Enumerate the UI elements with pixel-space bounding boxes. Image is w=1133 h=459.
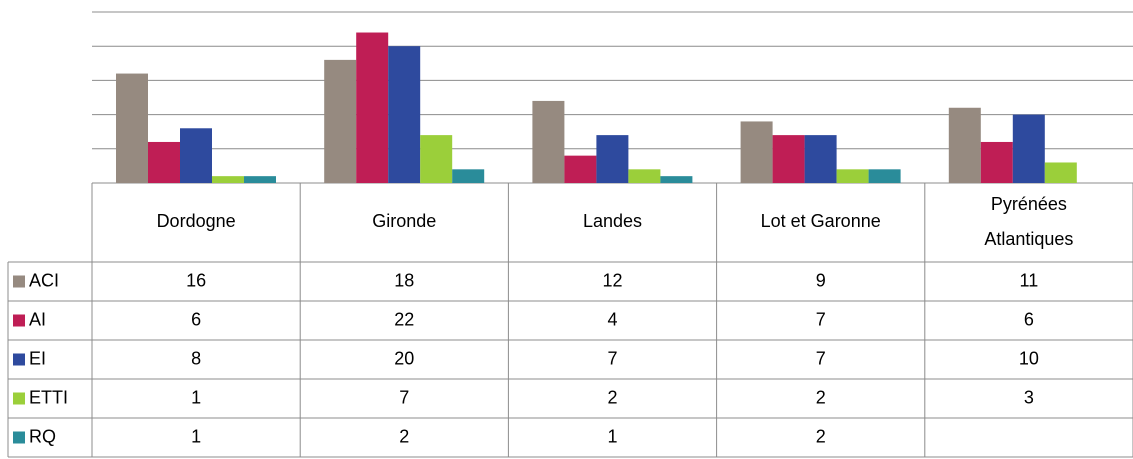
legend-swatch xyxy=(13,392,25,405)
table-value: 2 xyxy=(399,426,409,446)
bar xyxy=(180,128,212,183)
legend-label: ETTI xyxy=(29,387,68,407)
bar xyxy=(148,141,180,183)
bar xyxy=(388,46,421,184)
bar xyxy=(356,32,389,183)
x-tick-label: Pyrénées Atlantiques xyxy=(984,194,1073,249)
table-value: 3 xyxy=(1024,387,1034,407)
bar xyxy=(420,135,453,183)
legend-swatch xyxy=(13,431,25,444)
table-value: 9 xyxy=(816,270,826,290)
table-value: 18 xyxy=(394,270,414,290)
table-value: 7 xyxy=(607,348,617,368)
table-value: 1 xyxy=(191,426,201,446)
table-value: 4 xyxy=(607,309,617,329)
table-value: 7 xyxy=(816,348,826,368)
table-value: 1 xyxy=(191,387,201,407)
bar xyxy=(804,135,837,183)
bar xyxy=(564,155,597,183)
x-tick-label: Dordogne xyxy=(157,211,236,231)
table-value: 10 xyxy=(1019,348,1039,368)
table-value: 7 xyxy=(816,309,826,329)
table-value: 22 xyxy=(394,309,414,329)
bar xyxy=(212,176,244,183)
bar xyxy=(740,121,773,183)
legend-swatch xyxy=(13,314,25,327)
table-value: 8 xyxy=(191,348,201,368)
x-tick-label: Lot et Garonne xyxy=(761,211,881,231)
table-value: 12 xyxy=(602,270,622,290)
bar xyxy=(324,59,357,183)
bar xyxy=(596,135,629,183)
legend-label: ACI xyxy=(29,270,59,290)
legend-label: AI xyxy=(29,309,46,329)
bar xyxy=(116,73,148,183)
legend-swatch xyxy=(13,275,25,288)
table-value: 6 xyxy=(191,309,201,329)
table-value: 7 xyxy=(399,387,409,407)
bar xyxy=(452,169,485,183)
legend-label: EI xyxy=(29,348,46,368)
legend-swatch xyxy=(13,353,25,366)
table-value: 6 xyxy=(1024,309,1034,329)
bar xyxy=(868,169,901,183)
table-value: 2 xyxy=(816,387,826,407)
table-value: 1 xyxy=(607,426,617,446)
bar xyxy=(1012,114,1045,183)
bar xyxy=(772,135,805,183)
legend-label: RQ xyxy=(29,426,56,446)
bar xyxy=(628,169,661,183)
bar xyxy=(532,100,565,183)
bar xyxy=(244,176,276,183)
table-value: 2 xyxy=(607,387,617,407)
table-value: 2 xyxy=(816,426,826,446)
x-tick-label: Gironde xyxy=(372,211,436,231)
table-value: 20 xyxy=(394,348,414,368)
bar xyxy=(1044,162,1077,183)
bar xyxy=(980,141,1013,183)
bar xyxy=(660,176,693,183)
table-value: 16 xyxy=(186,270,206,290)
bar xyxy=(836,169,869,183)
bar xyxy=(948,107,981,183)
x-tick-label: Landes xyxy=(583,211,642,231)
table-value: 11 xyxy=(1020,270,1039,290)
